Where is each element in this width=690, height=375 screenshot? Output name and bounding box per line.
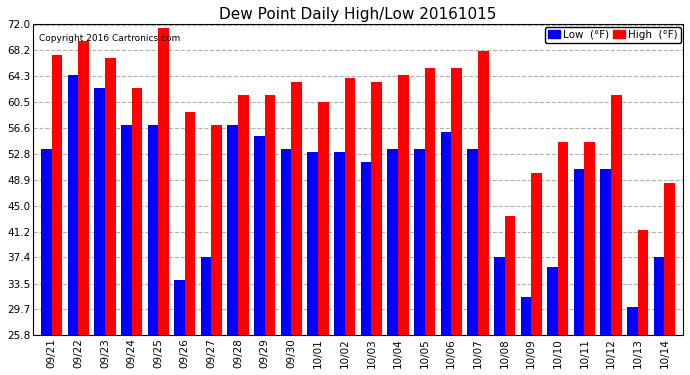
Bar: [520, 297, 531, 375]
Title: Dew Point Daily High/Low 20161015: Dew Point Daily High/Low 20161015: [219, 7, 497, 22]
Bar: [291, 82, 302, 375]
Bar: [361, 162, 371, 375]
Bar: [494, 256, 504, 375]
Bar: [558, 142, 569, 375]
Bar: [451, 68, 462, 375]
Bar: [185, 112, 195, 375]
Bar: [228, 126, 238, 375]
Bar: [334, 152, 345, 375]
Bar: [238, 95, 249, 375]
Bar: [95, 88, 105, 375]
Bar: [653, 256, 664, 375]
Bar: [41, 149, 52, 375]
Bar: [627, 307, 638, 375]
Bar: [467, 149, 478, 375]
Bar: [345, 78, 355, 375]
Bar: [504, 216, 515, 375]
Bar: [307, 152, 318, 375]
Bar: [478, 51, 489, 375]
Bar: [211, 126, 222, 375]
Bar: [531, 172, 542, 375]
Bar: [52, 55, 62, 375]
Bar: [398, 75, 408, 375]
Bar: [547, 267, 558, 375]
Text: Copyright 2016 Cartronics.com: Copyright 2016 Cartronics.com: [39, 34, 181, 43]
Bar: [574, 169, 584, 375]
Bar: [148, 126, 158, 375]
Bar: [600, 169, 611, 375]
Bar: [158, 28, 169, 375]
Bar: [78, 41, 89, 375]
Bar: [371, 82, 382, 375]
Bar: [638, 230, 649, 375]
Bar: [318, 102, 328, 375]
Bar: [387, 149, 398, 375]
Bar: [281, 149, 291, 375]
Bar: [441, 132, 451, 375]
Bar: [121, 126, 132, 375]
Bar: [201, 256, 211, 375]
Bar: [584, 142, 595, 375]
Bar: [414, 149, 424, 375]
Bar: [68, 75, 78, 375]
Bar: [611, 95, 622, 375]
Bar: [265, 95, 275, 375]
Bar: [132, 88, 142, 375]
Legend: Low  (°F), High  (°F): Low (°F), High (°F): [544, 27, 681, 43]
Bar: [664, 183, 675, 375]
Bar: [424, 68, 435, 375]
Bar: [254, 135, 265, 375]
Bar: [174, 280, 185, 375]
Bar: [105, 58, 115, 375]
